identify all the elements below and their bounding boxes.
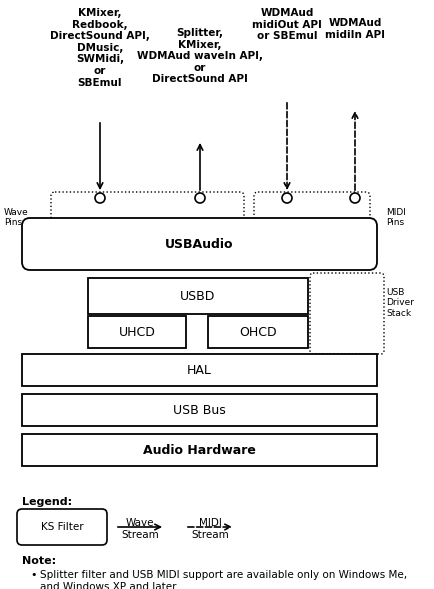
Text: Wave
Pins: Wave Pins xyxy=(4,208,29,227)
Text: KS Filter: KS Filter xyxy=(41,522,83,532)
Text: Note:: Note: xyxy=(22,556,56,566)
FancyBboxPatch shape xyxy=(22,218,376,270)
Text: USB
Driver
Stack: USB Driver Stack xyxy=(385,288,413,318)
Text: MIDI
Pins: MIDI Pins xyxy=(385,208,405,227)
Bar xyxy=(22,434,376,466)
Circle shape xyxy=(95,193,105,203)
Text: USBAudio: USBAudio xyxy=(165,237,233,250)
Bar xyxy=(22,394,376,426)
Bar xyxy=(207,316,307,348)
Text: USBD: USBD xyxy=(180,290,215,303)
Circle shape xyxy=(281,193,291,203)
Bar xyxy=(22,354,376,386)
Circle shape xyxy=(349,193,359,203)
Text: USB Bus: USB Bus xyxy=(173,403,225,416)
Text: MIDI
Stream: MIDI Stream xyxy=(191,518,228,540)
Circle shape xyxy=(194,193,204,203)
Text: HAL: HAL xyxy=(187,363,211,376)
Bar xyxy=(88,278,307,314)
Text: WDMAud
midiIn API: WDMAud midiIn API xyxy=(324,18,384,39)
Text: Splitter filter and USB MIDI support are available only on Windows Me,
and Windo: Splitter filter and USB MIDI support are… xyxy=(40,570,406,589)
Text: UHCD: UHCD xyxy=(118,326,155,339)
Text: Audio Hardware: Audio Hardware xyxy=(143,444,255,456)
Text: Splitter,
KMixer,
WDMAud waveIn API,
or
DirectSound API: Splitter, KMixer, WDMAud waveIn API, or … xyxy=(137,28,263,84)
FancyBboxPatch shape xyxy=(17,509,107,545)
Text: OHCD: OHCD xyxy=(239,326,276,339)
Bar xyxy=(88,316,186,348)
Text: Wave
Stream: Wave Stream xyxy=(121,518,158,540)
Text: WDMAud
midiOut API
or SBEmul: WDMAud midiOut API or SBEmul xyxy=(251,8,321,41)
Text: •: • xyxy=(30,570,36,580)
Text: Legend:: Legend: xyxy=(22,497,72,507)
Text: KMixer,
Redbook,
DirectSound API,
DMusic,
SWMidi,
or
SBEmul: KMixer, Redbook, DirectSound API, DMusic… xyxy=(50,8,150,88)
